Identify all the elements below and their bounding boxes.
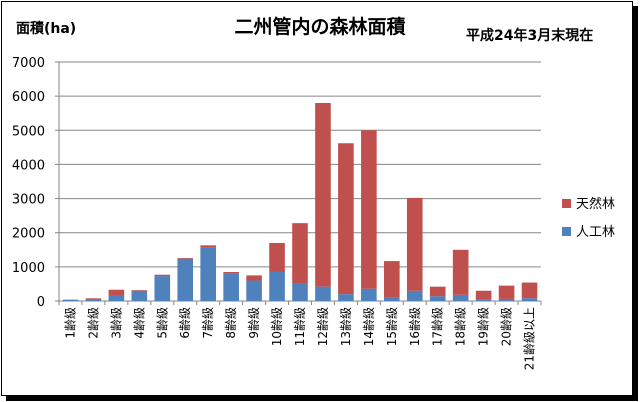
x-tick-label: 17齢級 (430, 307, 445, 346)
x-tick-label: 8齢級 (223, 307, 238, 339)
bar-natural (521, 282, 538, 299)
bar-planted (361, 288, 377, 301)
y-axis-label: 面積(ha) (16, 21, 77, 37)
legend-swatch (562, 227, 571, 236)
bar-natural (269, 242, 285, 272)
bar-natural (315, 102, 331, 287)
bar-planted (85, 298, 102, 301)
x-tick-label: 7齢級 (200, 307, 215, 339)
legend-swatch (562, 199, 571, 208)
legend-label: 天然林 (576, 196, 615, 212)
y-tick-label: 4000 (12, 158, 45, 173)
y-tick-label: 0 (37, 295, 45, 310)
y-tick-label: 2000 (12, 227, 45, 242)
y-tick-label: 3000 (12, 193, 45, 208)
bar-planted (177, 258, 194, 301)
bar-natural (452, 249, 469, 295)
bar-planted (475, 299, 492, 301)
bar-natural (85, 298, 102, 299)
bar-natural (108, 289, 125, 296)
x-tick-label: 9齢級 (246, 307, 261, 339)
y-tick-label: 6000 (12, 90, 45, 105)
bar-planted (223, 273, 239, 301)
x-tick-label: 21齢級以上 (522, 307, 537, 370)
bar-planted (108, 295, 125, 301)
bar-planted (292, 283, 308, 301)
x-tick-label: 11齢級 (292, 307, 307, 346)
bar-planted (154, 276, 171, 301)
frame-shadow-bottom (6, 396, 638, 401)
bar-natural (200, 245, 216, 248)
x-tick-label: 4齢級 (131, 307, 146, 339)
bar-natural (338, 143, 354, 295)
x-tick-label: 16齢級 (407, 307, 422, 346)
date-note: 平成24年3月末現在 (466, 28, 594, 44)
x-tick-label: 2齢級 (85, 307, 100, 339)
bar-planted (384, 297, 400, 301)
bar-natural (223, 271, 239, 274)
bar-planted (338, 294, 354, 301)
x-tick-label: 1齢級 (62, 307, 77, 339)
bar-natural (406, 197, 423, 291)
y-tick-label: 1000 (12, 261, 45, 276)
bar-planted (429, 296, 446, 301)
bar-natural (177, 257, 194, 259)
frame-shadow-right (633, 6, 638, 397)
y-tick-label: 7000 (12, 56, 45, 71)
bar-planted (62, 299, 79, 301)
bar-planted (315, 286, 331, 301)
x-tick-label: 15齢級 (384, 307, 399, 346)
bar-planted (269, 271, 285, 301)
bar-planted (406, 290, 423, 301)
bar-natural (429, 286, 446, 297)
bar-natural (475, 290, 492, 300)
x-tick-label: 3齢級 (108, 307, 123, 339)
legend-label: 人工林 (576, 225, 615, 240)
bar-natural (131, 290, 148, 291)
x-tick-label: 18齢級 (453, 307, 468, 346)
x-tick-label: 13齢級 (338, 307, 353, 346)
bar-planted (452, 294, 469, 301)
x-tick-label: 6齢級 (177, 307, 192, 339)
bar-natural (384, 261, 400, 298)
bar-planted (246, 280, 262, 301)
bar-planted (521, 298, 538, 301)
x-tick-label: 10齢級 (269, 307, 284, 346)
bar-natural (246, 275, 262, 281)
bar-planted (200, 247, 216, 301)
x-tick-label: 14齢級 (361, 307, 376, 346)
bar-natural (361, 130, 377, 289)
bar-planted (131, 290, 148, 301)
bar-natural (154, 274, 171, 277)
bar-natural (498, 285, 515, 299)
x-tick-label: 19齢級 (476, 307, 491, 346)
x-tick-label: 12齢級 (315, 307, 330, 346)
y-tick-label: 5000 (12, 124, 45, 139)
chart-title: 二州管内の森林面積 (234, 16, 406, 38)
bar-natural (292, 223, 308, 284)
x-tick-label: 20齢級 (499, 307, 514, 346)
bar-planted (498, 298, 515, 301)
x-tick-label: 5齢級 (154, 307, 169, 339)
